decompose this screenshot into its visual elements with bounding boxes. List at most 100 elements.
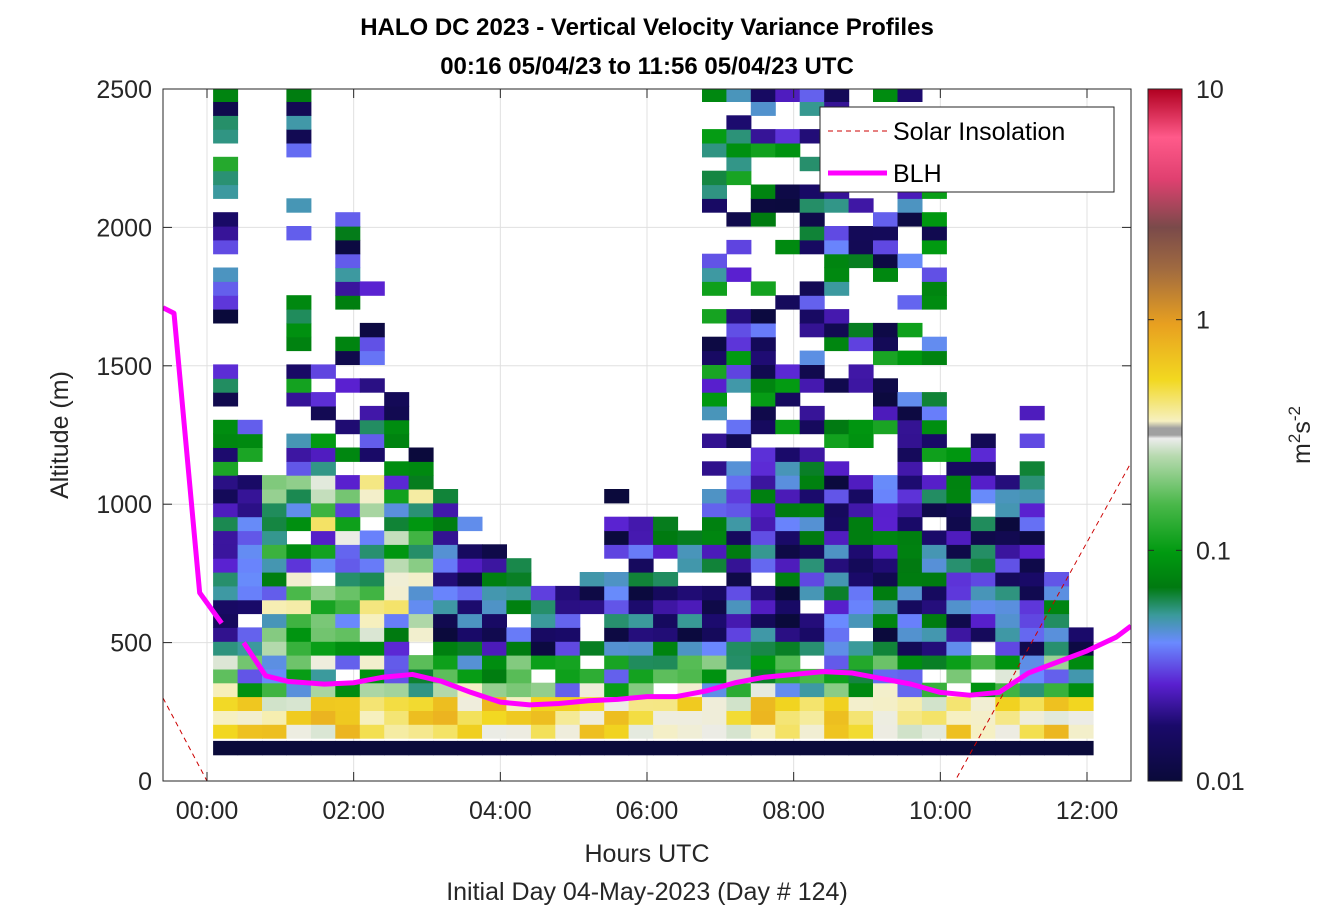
heatmap-cell (848, 226, 874, 241)
heatmap-cell (408, 585, 434, 601)
heatmap-cell (970, 530, 996, 545)
heatmap-cell (408, 516, 434, 532)
heatmap-cell (286, 447, 312, 462)
heatmap-cell (628, 558, 654, 573)
heatmap-cell (726, 558, 752, 573)
heatmap-cell (799, 710, 825, 725)
heatmap-cell (384, 419, 410, 435)
heatmap-cell (286, 696, 312, 711)
heatmap-cell (506, 627, 532, 642)
heatmap-cell (213, 309, 239, 324)
heatmap-cell (824, 710, 850, 725)
heatmap-cell (286, 336, 312, 352)
heatmap-cell (408, 613, 434, 628)
heatmap-cell (897, 350, 923, 365)
heatmap-cell (750, 184, 776, 199)
heatmap-cell (726, 655, 752, 670)
heatmap-cell (1019, 627, 1045, 642)
heatmap-cell (482, 724, 507, 739)
heatmap-cell (384, 489, 410, 504)
heatmap-cell (873, 627, 898, 642)
heatmap-cell (799, 516, 825, 532)
heatmap-cell (262, 475, 287, 490)
heatmap-cell (286, 322, 312, 338)
y-tick-label-5: 2500 (96, 76, 152, 104)
heatmap-cell (310, 502, 336, 518)
heatmap-cell (653, 668, 679, 684)
heatmap-cell (799, 309, 825, 324)
heatmap-cell (873, 558, 898, 573)
heatmap-cell (873, 489, 898, 504)
heatmap-cell (921, 281, 947, 296)
legend-box (819, 106, 1115, 193)
heatmap-cell (897, 696, 923, 711)
heatmap-cell (995, 599, 1021, 615)
heatmap-cell (750, 350, 776, 365)
heatmap-cell (897, 295, 923, 310)
heatmap-cell (457, 599, 483, 615)
heatmap-cell (408, 627, 434, 642)
heatmap-cell (213, 419, 239, 435)
heatmap-cell (897, 433, 923, 448)
heatmap-cell (848, 558, 874, 573)
heatmap-cell (506, 585, 532, 601)
heatmap-cell (750, 696, 776, 711)
heatmap-cell (286, 599, 312, 615)
heatmap-cell (873, 530, 898, 545)
heatmap-cell (775, 710, 801, 725)
heatmap-cell (946, 641, 972, 656)
heatmap-cell (750, 558, 776, 573)
y-tick-label-0: 0 (138, 768, 152, 796)
heatmap-cell (482, 655, 507, 670)
y-tick-label-2: 1000 (96, 491, 152, 519)
heatmap-cell (433, 489, 459, 504)
heatmap-cell (628, 710, 654, 725)
heatmap-cell (286, 475, 312, 490)
heatmap-cell (604, 710, 630, 725)
heatmap-cell (848, 530, 874, 545)
heatmap-cell (750, 740, 776, 756)
heatmap-cell (237, 544, 263, 559)
heatmap-cell (335, 740, 361, 756)
heatmap-cell (213, 392, 239, 407)
heatmap-cell (213, 489, 239, 504)
heatmap-cell (970, 599, 996, 615)
heatmap-cell (482, 544, 507, 559)
heatmap-cell (604, 572, 630, 587)
heatmap-cell (628, 668, 654, 684)
heatmap-cell (286, 502, 312, 518)
colorbar-label: m2s-2 (1285, 406, 1316, 464)
heatmap-cell (604, 599, 630, 615)
heatmap-cell (359, 405, 385, 421)
heatmap-cell (359, 419, 385, 435)
heatmap-cell (995, 585, 1021, 601)
y-tick-label-1: 500 (110, 630, 152, 658)
heatmap-cell (775, 655, 801, 670)
heatmap-cell (848, 502, 874, 518)
heatmap-cell (1068, 724, 1094, 739)
heatmap-cell (799, 530, 825, 545)
heatmap-cell (873, 599, 898, 615)
heatmap-cell (213, 226, 239, 241)
heatmap-cell (750, 129, 776, 144)
heatmap-cell (579, 740, 605, 756)
heatmap-cell (384, 516, 410, 532)
heatmap-cell (310, 558, 336, 573)
heatmap-cell (726, 502, 752, 518)
heatmap-cell (1019, 405, 1045, 421)
heatmap-cell (848, 322, 874, 338)
heatmap-cell (921, 627, 947, 642)
heatmap-cell (530, 585, 556, 601)
heatmap-cell (897, 724, 923, 739)
heatmap-cell (824, 89, 850, 102)
heatmap-cell (750, 655, 776, 670)
heatmap-cell (1044, 696, 1070, 711)
heatmap-cell (213, 558, 239, 573)
heatmap-cell (970, 544, 996, 559)
heatmap-cell (359, 502, 385, 518)
heatmap-cell (653, 613, 679, 628)
heatmap-cell (873, 350, 898, 365)
heatmap-cell (726, 461, 752, 476)
heatmap-cell (848, 489, 874, 504)
heatmap-cell (995, 572, 1021, 587)
